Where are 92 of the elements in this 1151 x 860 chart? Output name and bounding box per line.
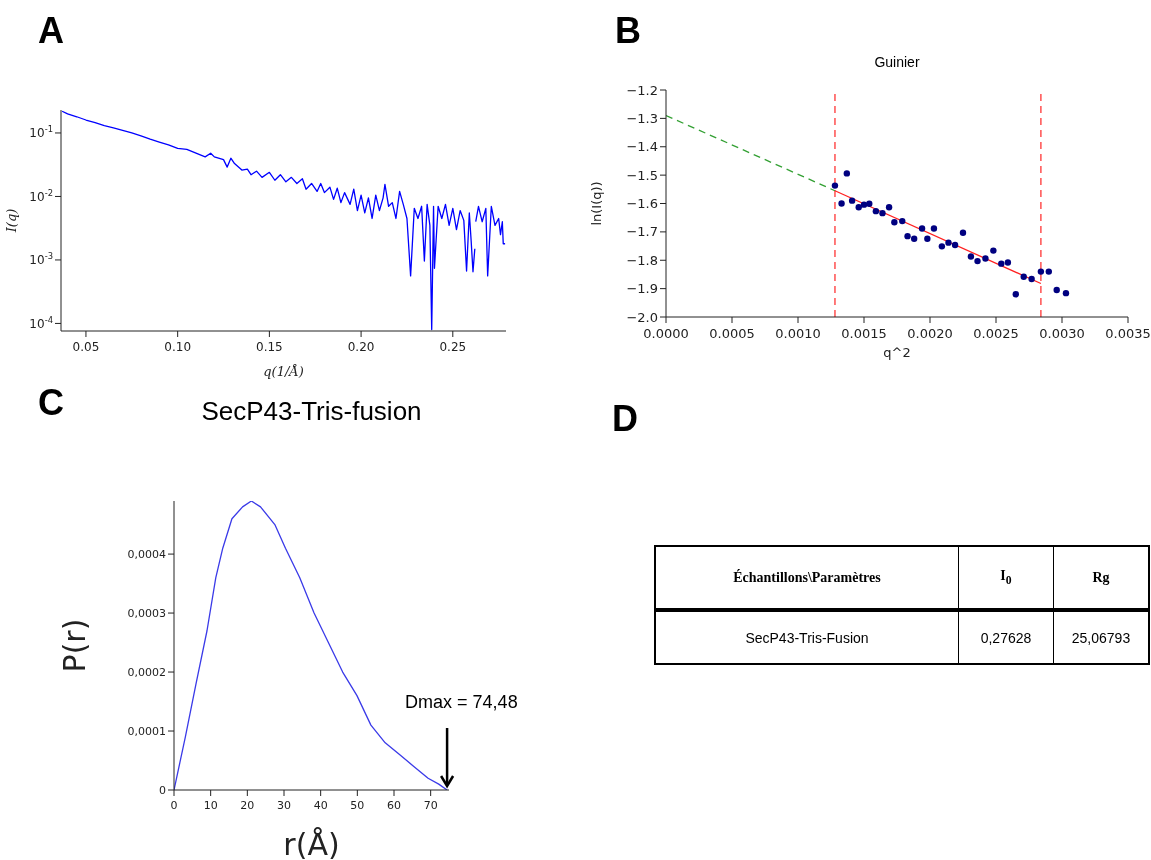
y-tick-label: −1.2 xyxy=(626,82,658,98)
y-tick-label: 0,0004 xyxy=(127,547,166,561)
point xyxy=(938,243,946,250)
point xyxy=(967,253,975,260)
point xyxy=(974,257,981,265)
x-tick-label: 0.05 xyxy=(72,340,100,354)
x-tick-label: 0 xyxy=(170,799,178,812)
y-tick-label: −1.8 xyxy=(626,252,658,268)
point xyxy=(860,201,868,208)
point xyxy=(1020,273,1027,280)
text: C xyxy=(38,382,64,424)
point xyxy=(843,170,851,177)
y-tick-label: 10$^{-4}$ xyxy=(29,314,53,331)
y-tick-label: 0 xyxy=(159,783,166,797)
point xyxy=(1053,286,1060,294)
point xyxy=(1045,268,1052,275)
x-tick-label: 0.0025 xyxy=(973,326,1019,341)
point xyxy=(831,182,839,189)
point xyxy=(982,255,989,262)
y-axis-title: P(r) xyxy=(56,618,92,673)
x-tick-label: 50 xyxy=(350,799,365,812)
annotation: Dmax = 74,48 xyxy=(405,692,518,712)
text: A xyxy=(38,10,64,52)
y-axis-title: I(q) xyxy=(3,208,19,234)
point xyxy=(1004,259,1012,266)
point xyxy=(1037,268,1045,275)
text: Échantillons\Paramètres xyxy=(655,546,959,610)
x-tick-label: 0.15 xyxy=(256,340,283,354)
y-tick-label: 10$^{-3}$ xyxy=(29,251,53,268)
point xyxy=(1028,275,1035,283)
y-tick-label: 0,0001 xyxy=(127,724,166,738)
point xyxy=(945,239,952,246)
y-tick-label: −1.3 xyxy=(626,110,658,126)
point xyxy=(990,247,997,254)
y-tick-label: 0,0003 xyxy=(127,606,166,620)
point xyxy=(855,203,862,211)
point xyxy=(899,217,906,225)
point xyxy=(838,200,845,207)
y-axis-title: ln(I(q)) xyxy=(588,181,604,226)
text: I$_{0}$ xyxy=(958,546,1054,610)
point xyxy=(891,219,898,226)
point xyxy=(910,235,918,242)
x-tick-label: 0.20 xyxy=(347,340,375,354)
x-tick-label: 0.0030 xyxy=(1039,326,1085,341)
point xyxy=(872,207,880,215)
x-tick-label: 0.25 xyxy=(439,340,467,354)
y-tick-label: −1.4 xyxy=(626,139,658,155)
x-tick-label: 0.10 xyxy=(164,340,192,354)
x-tick-label: 0.0000 xyxy=(643,326,689,341)
point xyxy=(924,235,931,242)
point xyxy=(879,209,886,217)
x-tick-label: 0.0035 xyxy=(1105,326,1151,341)
x-axis-title: r(Å) xyxy=(283,827,340,860)
text: 0,27628 xyxy=(958,610,1054,664)
x-tick-label: 40 xyxy=(313,799,328,812)
x-tick-label: 10 xyxy=(203,799,218,812)
x-tick-label: 70 xyxy=(423,799,438,812)
text: 25,06793 xyxy=(1053,610,1149,664)
point xyxy=(1062,289,1070,297)
point xyxy=(998,260,1005,267)
y-tick-label: −1.5 xyxy=(626,167,658,183)
point xyxy=(930,225,938,232)
x-tick-label: 0.0015 xyxy=(841,326,887,341)
x-tick-label: 30 xyxy=(277,799,291,812)
point xyxy=(904,232,911,240)
y-tick-label: −1.9 xyxy=(626,281,658,297)
y-tick-label: −1.6 xyxy=(626,196,658,212)
point xyxy=(866,200,873,207)
y-tick-label: 10$^{-1}$ xyxy=(29,124,53,141)
y-tick-label: −1.7 xyxy=(626,224,658,240)
x-tick-label: 20 xyxy=(240,799,255,812)
point xyxy=(848,197,856,204)
x-axis-title: q^2 xyxy=(883,345,911,360)
x-axis-title: q(1/Å) xyxy=(263,364,304,379)
point xyxy=(951,241,959,249)
text: Rg xyxy=(1053,546,1149,610)
y-tick-label: −2.0 xyxy=(626,309,658,325)
y-tick-label: 0,0002 xyxy=(127,665,166,679)
chart-title: Guinier xyxy=(873,54,921,70)
text: SecP43-Tris-Fusion xyxy=(655,610,959,664)
x-tick-label: 0.0005 xyxy=(709,326,755,341)
x-tick-label: 0.0010 xyxy=(775,326,821,341)
text: D xyxy=(612,398,638,440)
x-tick-label: 0.0020 xyxy=(907,326,953,341)
point xyxy=(918,225,926,232)
point xyxy=(885,203,893,211)
point xyxy=(1012,291,1019,298)
text: B xyxy=(615,10,641,52)
x-tick-label: 60 xyxy=(387,799,401,812)
y-tick-label: 10$^{-2}$ xyxy=(29,187,53,204)
chart-title: SecP43-Tris-fusion xyxy=(200,396,423,427)
point xyxy=(959,229,967,236)
